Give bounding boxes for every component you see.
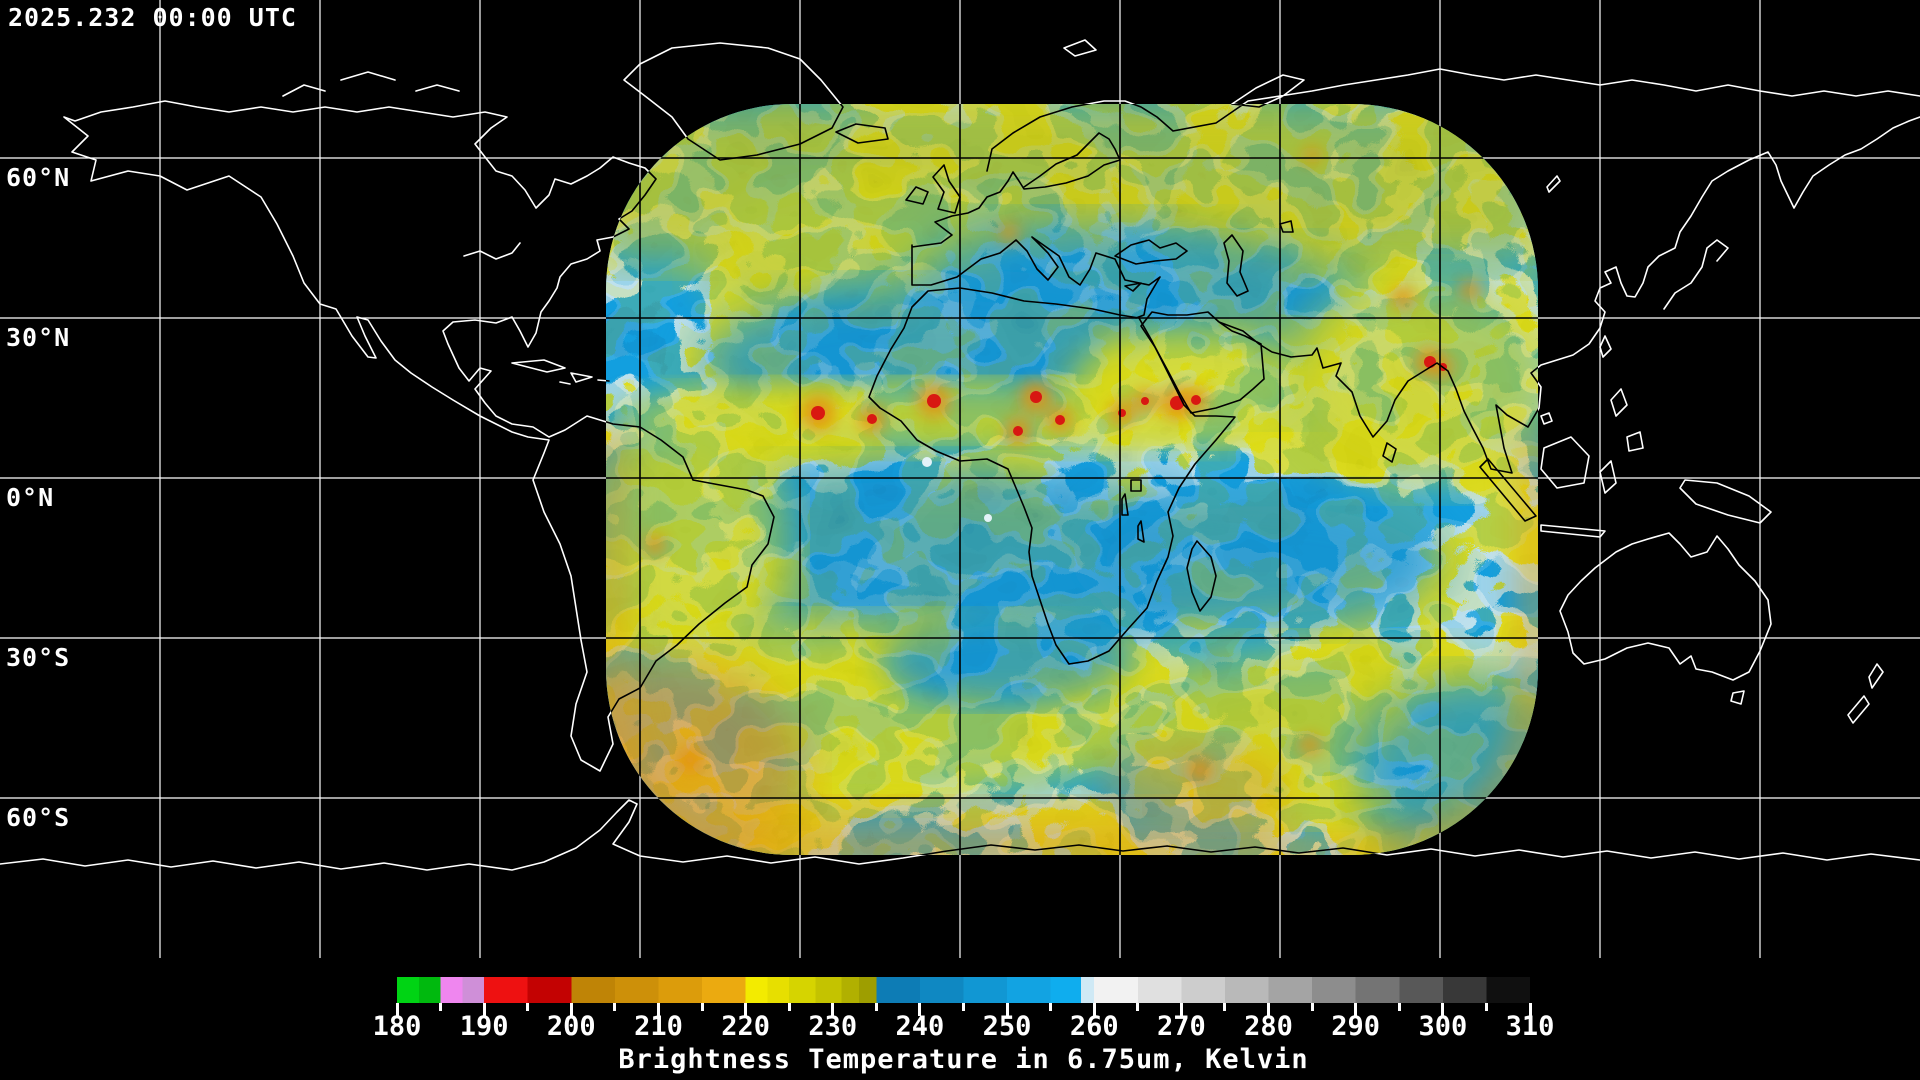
colorbar-tick (613, 1003, 617, 1011)
colorbar-tick (1005, 1003, 1009, 1016)
colorbar-tick-label: 260 (1069, 1011, 1119, 1042)
latitude-label-30s: 30°S (6, 643, 71, 672)
colorbar-tick (439, 1003, 443, 1011)
swath-detail-noise (606, 104, 1538, 855)
colorbar (397, 977, 1530, 1003)
colorbar-caption: Brightness Temperature in 6.75um, Kelvin (618, 1044, 1309, 1075)
colorbar-tick (1354, 1003, 1358, 1016)
colorbar-tick-label: 190 (459, 1011, 509, 1042)
colorbar-tick (831, 1003, 835, 1016)
colorbar-tick (1223, 1003, 1227, 1011)
graticule-inside-swath (606, 104, 1538, 855)
colorbar-tick (1092, 1003, 1096, 1016)
colorbar-tick-label: 290 (1331, 1011, 1381, 1042)
colorbar-tick (395, 1003, 399, 1016)
latitude-label-60s: 60°S (6, 803, 71, 832)
colorbar-tick-label: 270 (1156, 1011, 1206, 1042)
colorbar-tick (656, 1003, 660, 1016)
colorbar-tick-label: 280 (1244, 1011, 1293, 1042)
colorbar-tick (1179, 1003, 1183, 1016)
colorbar-tick (569, 1003, 573, 1016)
colorbar-tick-label: 300 (1418, 1011, 1468, 1042)
colorbar-tick-label: 200 (546, 1011, 596, 1042)
colorbar-tick-label: 210 (634, 1011, 683, 1042)
latitude-label-30n: 30°N (6, 323, 71, 352)
colorbar-tick (962, 1003, 965, 1011)
colorbar-tick (1267, 1003, 1271, 1016)
colorbar-tick-label: 230 (808, 1011, 858, 1042)
timestamp: 2025.232 00:00 UTC (8, 3, 297, 32)
colorbar-tick-label: 310 (1505, 1011, 1555, 1042)
storm-cores (645, 147, 1480, 782)
colorbar-tick-label: 240 (895, 1011, 945, 1042)
colorbar-tick (482, 1003, 486, 1016)
latitude-label-60n: 60°N (6, 163, 71, 192)
colorbar-tick (700, 1003, 704, 1011)
colorbar-tick (1528, 1003, 1532, 1016)
latitude-label-0n: 0°N (6, 483, 55, 512)
colorbar-tick (1484, 1003, 1488, 1011)
colorbar-tick (526, 1003, 530, 1011)
colorbar-tick (918, 1003, 922, 1016)
colorbar-tick (1397, 1003, 1401, 1011)
colorbar-tick (874, 1003, 878, 1011)
colorbar-tick (1310, 1003, 1314, 1011)
colorbar-tick (787, 1003, 791, 1011)
colorbar-tick-label: 250 (982, 1011, 1032, 1042)
warm-clear-spots (922, 457, 992, 522)
colorbar-tick (1441, 1003, 1445, 1016)
colorbar-tick (1049, 1003, 1053, 1011)
colorbar-tick (744, 1003, 748, 1016)
colorbar-tick-label: 180 (372, 1011, 422, 1042)
colorbar-tick (1136, 1003, 1140, 1011)
colorbar-tick-label: 220 (721, 1011, 770, 1042)
